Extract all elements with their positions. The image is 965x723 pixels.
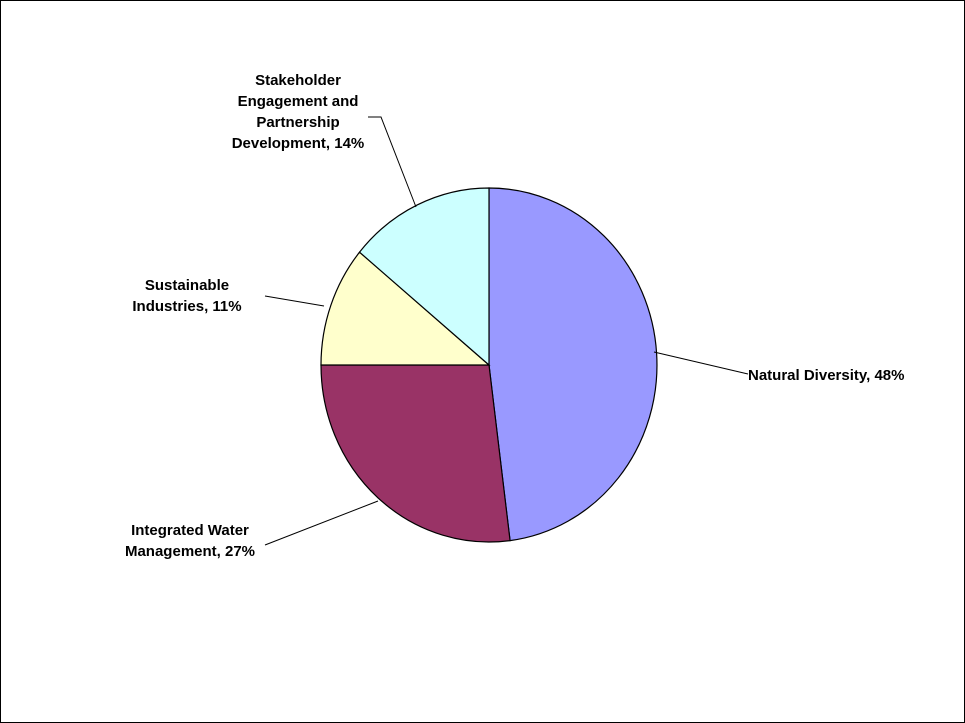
data-label-natural-diversity: Natural Diversity, 48%: [748, 367, 904, 384]
data-label-line: Industries, 11%: [132, 298, 241, 315]
pie-slice-integrated-water-management: [320, 364, 511, 543]
leader-line-integrated-water-management: [264, 500, 379, 546]
leader-line-natural-diversity: [653, 351, 749, 375]
data-labels: Natural Diversity, 48% Integrated Water Ma…: [125, 72, 904, 560]
leader-line-sustainable-industries: [264, 295, 325, 307]
data-label-line: Integrated Water: [131, 522, 249, 539]
data-label-sustainable-industries: Sustainable Industries, 11%: [132, 277, 241, 315]
data-label-stakeholder-engagement-and-partnership-development: Stakeholder Engagement and Partnership Deve…: [232, 72, 365, 152]
data-label-integrated-water-management: Integrated Water Management, 27%: [125, 522, 255, 560]
data-label-line: Development, 14%: [232, 135, 365, 152]
data-label-line: Natural Diversity, 48%: [748, 367, 904, 384]
data-label-line: Engagement and: [238, 93, 359, 110]
slices-layer: [320, 187, 658, 543]
leader-lines: [264, 116, 749, 546]
pie-slice-sustainable-industries: [320, 251, 491, 366]
leader-line-stakeholder-engagement-and-partnership-development: [368, 116, 417, 208]
pie-slice-natural-diversity: [488, 187, 658, 542]
data-label-line: Sustainable: [145, 277, 229, 294]
pie-slice-stakeholder-engagement-and-partnership-development: [358, 187, 490, 367]
data-label-line: Management, 27%: [125, 543, 255, 560]
data-label-line: Partnership: [256, 114, 339, 131]
data-label-line: Stakeholder: [255, 72, 341, 89]
